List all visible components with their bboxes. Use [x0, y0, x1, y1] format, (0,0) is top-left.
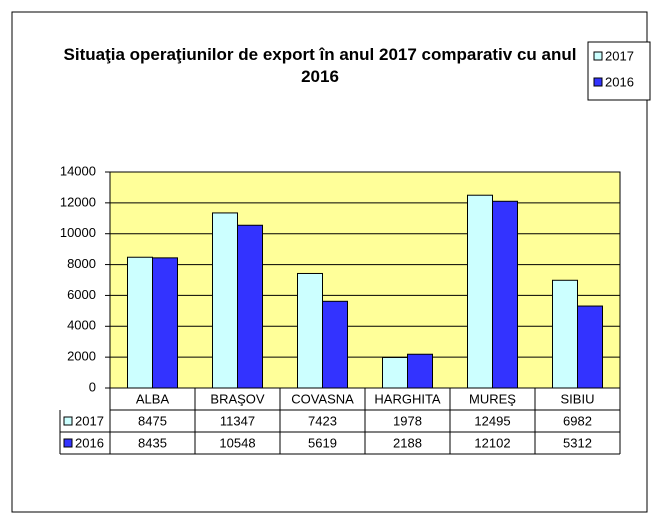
y-tick-label: 8000	[67, 256, 96, 271]
table-value: 6982	[563, 413, 592, 428]
table-value: 10548	[219, 435, 255, 450]
table-value: 7423	[308, 413, 337, 428]
table-series-name: 2017	[75, 413, 104, 428]
y-tick-label: 4000	[67, 318, 96, 333]
table-value: 5312	[563, 435, 592, 450]
y-tick-label: 14000	[60, 163, 96, 178]
x-tick-label: MUREŞ	[469, 391, 516, 406]
y-tick-label: 10000	[60, 225, 96, 240]
bar	[382, 356, 408, 389]
table-value: 1978	[393, 413, 422, 428]
bar	[492, 200, 518, 389]
x-tick-label: ALBA	[136, 391, 170, 406]
legend-box	[587, 41, 651, 101]
chart-title: Situaţia operaţiunilor de export în anul…	[63, 45, 577, 86]
bar	[577, 305, 603, 389]
bar	[297, 272, 323, 389]
legend-key	[593, 51, 603, 61]
x-tick-label: SIBIU	[561, 391, 595, 406]
plot-area	[109, 171, 621, 389]
table-value: 12495	[474, 413, 510, 428]
legend-label: 2017	[605, 48, 634, 63]
y-tick-label: 6000	[67, 287, 96, 302]
legend-label: 2016	[605, 74, 634, 89]
bar	[212, 212, 238, 389]
y-tick-label: 12000	[60, 194, 96, 209]
chart-frame	[11, 11, 648, 513]
table-value: 2188	[393, 435, 422, 450]
legend-key	[593, 77, 603, 87]
x-tick-label: COVASNA	[291, 391, 354, 406]
bar	[152, 257, 178, 389]
bar	[407, 353, 433, 389]
table-key	[63, 416, 73, 426]
bar	[467, 194, 493, 389]
table-value: 5619	[308, 435, 337, 450]
table-value: 8435	[138, 435, 167, 450]
y-tick-label: 0	[89, 379, 96, 394]
table-series-name: 2016	[75, 435, 104, 450]
table-key	[63, 438, 73, 448]
x-tick-label: HARGHITA	[374, 391, 441, 406]
bar	[237, 224, 263, 389]
bar	[127, 256, 153, 389]
table-value: 11347	[220, 413, 255, 428]
bar	[322, 300, 348, 389]
x-tick-label: BRAŞOV	[210, 391, 265, 406]
bar	[552, 279, 578, 389]
y-tick-label: 2000	[67, 349, 96, 364]
table-value: 12102	[474, 435, 510, 450]
table-value: 8475	[138, 413, 167, 428]
